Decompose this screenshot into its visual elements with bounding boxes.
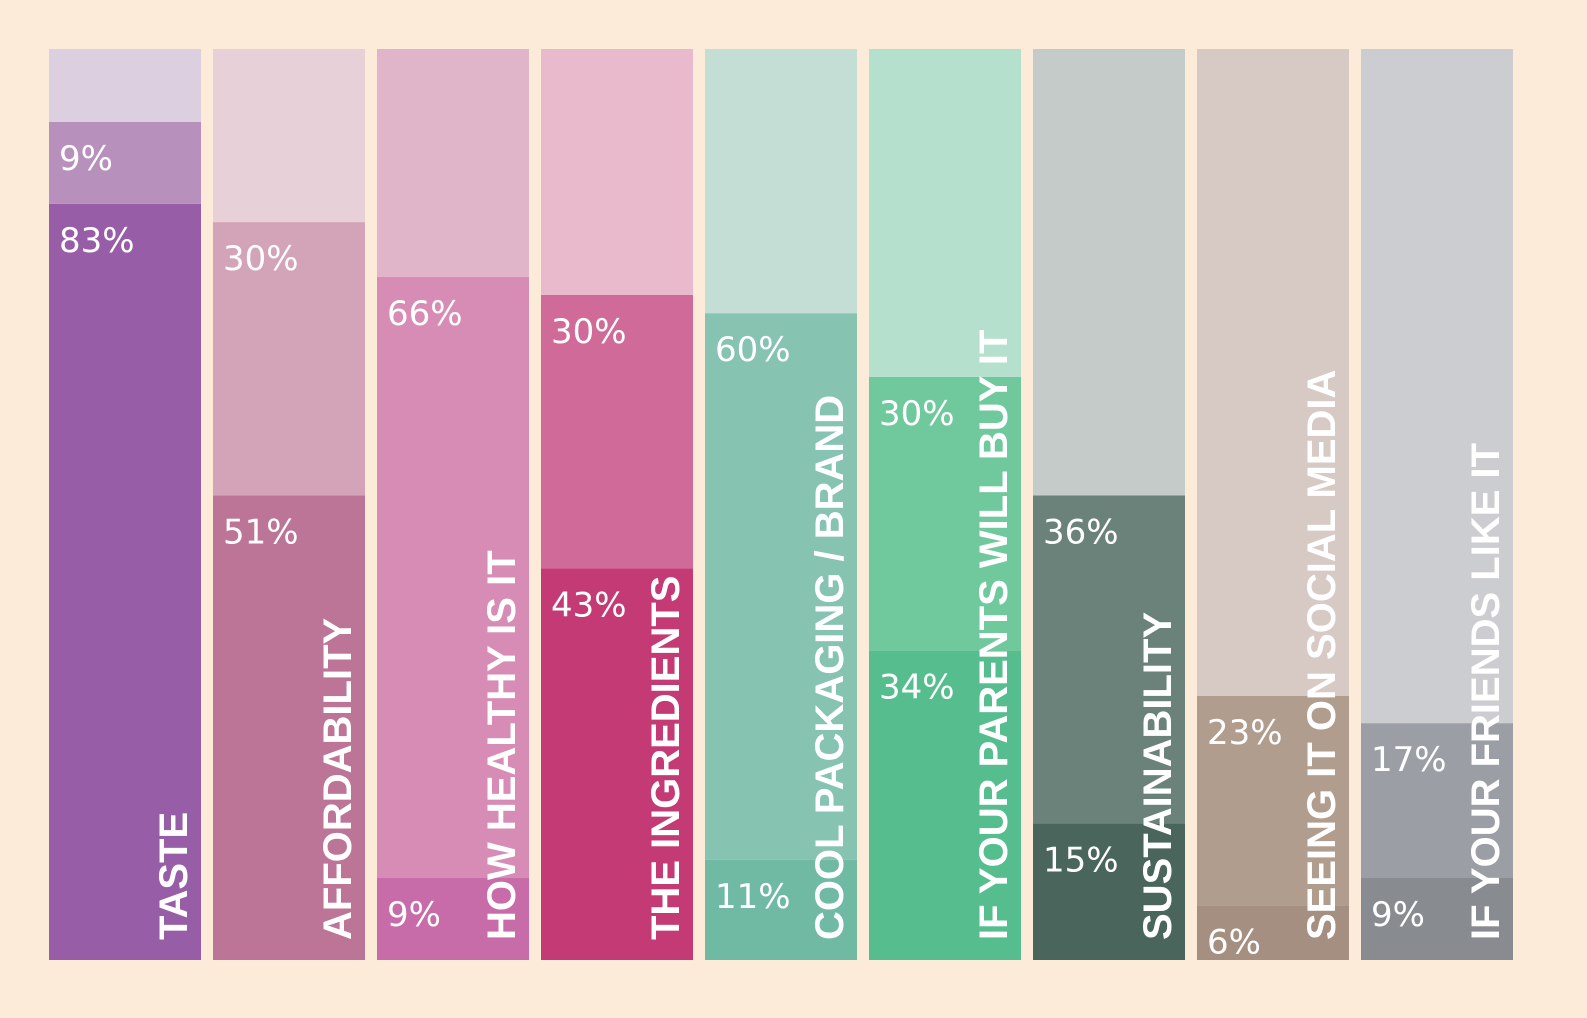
bar-segment-2-3 [213, 49, 365, 223]
bar-group-5: 11% 60% COOL PACKAGING / BRAND [705, 49, 857, 960]
category-label-5: COOL PACKAGING / BRAND [808, 395, 852, 940]
bar-segment-6-3 [869, 49, 1021, 377]
bar-segment-6-1 [869, 650, 1021, 960]
bar-segment-1-1 [49, 203, 201, 960]
bar-segment-9-1 [1361, 878, 1513, 960]
bar-segment-9-3 [1361, 49, 1513, 724]
category-label-4: THE INGREDIENTS [644, 576, 688, 940]
data-label-3-1: 9% [387, 895, 441, 935]
data-label-1-2: 9% [59, 139, 113, 179]
bar-group-2: 51% 30% AFFORDABILITY [213, 49, 365, 960]
bar-segment-1-2 [49, 121, 201, 204]
bar-group-3: 9% 66% HOW HEALTHY IS IT [377, 49, 529, 960]
data-label-4-1: 43% [551, 585, 627, 625]
bar-segment-7-1 [1033, 823, 1185, 960]
category-label-2: AFFORDABILITY [316, 617, 360, 940]
data-label-7-1: 15% [1043, 840, 1119, 880]
bar-segment-3-1 [377, 878, 529, 960]
bar-segment-3-3 [377, 49, 529, 277]
data-label-6-2: 30% [879, 394, 955, 434]
bar-segment-5-3 [705, 49, 857, 314]
bar-group-1: 83% 9% TASTE [49, 49, 201, 960]
bar-segment-6-2 [869, 376, 1021, 651]
data-label-3-2: 66% [387, 294, 463, 334]
data-label-4-2: 30% [551, 312, 627, 352]
bar-segment-8-1 [1197, 905, 1349, 960]
category-label-7: SUSTAINABILITY [1136, 612, 1180, 940]
data-label-8-1: 6% [1207, 922, 1261, 962]
data-label-7-2: 36% [1043, 512, 1119, 552]
category-label-9: IF YOUR FRIENDS LIKE IT [1464, 443, 1508, 940]
data-label-5-1: 11% [715, 877, 791, 917]
bar-group-4: 43% 30% THE INGREDIENTS [541, 49, 693, 960]
bar-segment-9-2 [1361, 723, 1513, 879]
bar-segment-5-2 [705, 313, 857, 860]
data-label-9-1: 9% [1371, 895, 1425, 935]
bar-segment-3-2 [377, 276, 529, 879]
category-label-8: SEEING IT ON SOCIAL MEDIA [1300, 370, 1344, 940]
data-label-1-1: 83% [59, 221, 135, 261]
data-label-8-2: 23% [1207, 713, 1283, 753]
bar-segment-4-2 [541, 294, 693, 569]
data-label-5-2: 60% [715, 330, 791, 370]
bar-group-9: 9% 17% IF YOUR FRIENDS LIKE IT [1361, 49, 1513, 960]
bar-group-7: 15% 36% SUSTAINABILITY [1033, 49, 1185, 960]
bar-segment-2-2 [213, 222, 365, 496]
bar-segment-7-2 [1033, 495, 1185, 824]
data-label-2-1: 51% [223, 512, 299, 552]
data-label-6-1: 34% [879, 667, 955, 707]
category-label-6: IF YOUR PARENTS WILL BUY IT [972, 330, 1016, 940]
bar-segment-1-3 [49, 49, 201, 122]
bar-segment-2-1 [213, 495, 365, 960]
category-label-3: HOW HEALTHY IS IT [480, 550, 524, 940]
bar-group-6: 34% 30% IF YOUR PARENTS WILL BUY IT [869, 49, 1021, 960]
bar-segment-4-3 [541, 49, 693, 295]
data-label-9-2: 17% [1371, 740, 1447, 780]
bar-segment-8-3 [1197, 49, 1349, 696]
bar-segment-8-2 [1197, 695, 1349, 906]
bar-segment-5-1 [705, 859, 857, 960]
bar-group-8: 6% 23% SEEING IT ON SOCIAL MEDIA [1197, 49, 1349, 962]
category-label-1: TASTE [152, 812, 196, 940]
bar-segment-4-1 [541, 568, 693, 960]
bar-segment-7-3 [1033, 49, 1185, 496]
data-label-2-2: 30% [223, 239, 299, 279]
